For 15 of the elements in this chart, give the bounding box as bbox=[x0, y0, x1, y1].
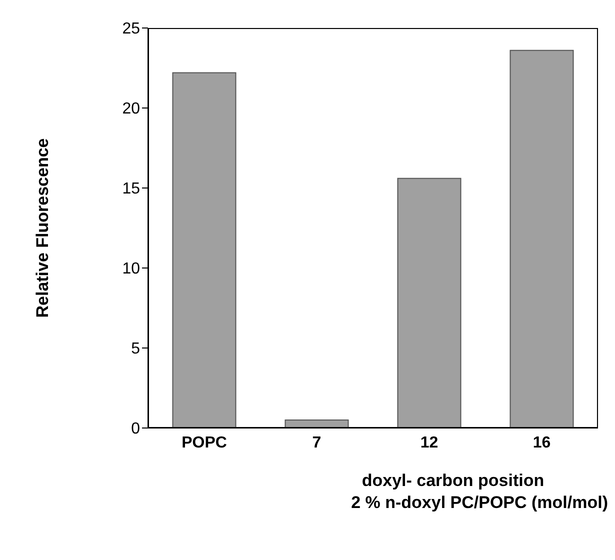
bar bbox=[510, 50, 574, 428]
y-tick-label: 5 bbox=[131, 340, 140, 358]
y-axis-title: Relative Fluorescence bbox=[33, 138, 53, 318]
x-tick-label: 7 bbox=[312, 434, 322, 452]
x-tick-label: 12 bbox=[420, 434, 438, 452]
x-tick-label: POPC bbox=[182, 434, 228, 452]
y-tick-label: 10 bbox=[122, 260, 140, 278]
bar bbox=[172, 72, 236, 428]
x-tick-label: 16 bbox=[532, 434, 551, 452]
y-tick-label: 15 bbox=[122, 180, 140, 198]
x-axis-title: doxyl- carbon position 2 % n-doxyl PC/POPC (mol/mol) bbox=[350, 470, 608, 514]
y-tick-label: 0 bbox=[131, 420, 140, 438]
y-tick-label: 25 bbox=[122, 20, 140, 38]
bar bbox=[397, 178, 462, 428]
y-tick-label: 20 bbox=[122, 100, 140, 118]
